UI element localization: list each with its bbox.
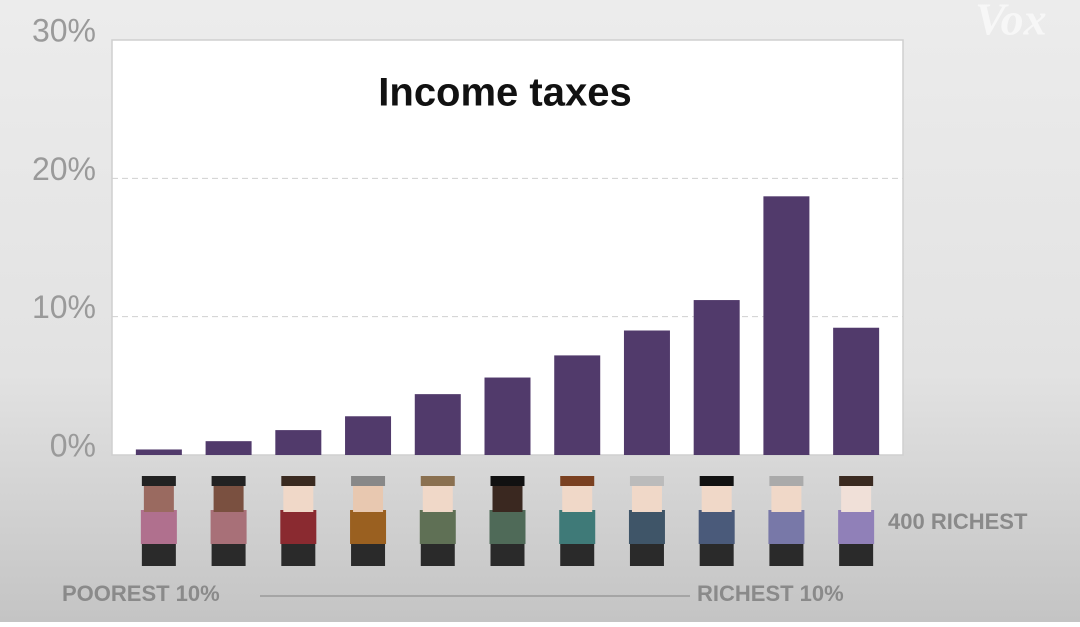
left-label: POOREST 10%	[62, 581, 220, 606]
figure-body	[628, 510, 665, 544]
bar	[345, 416, 392, 455]
figure-body	[140, 510, 177, 544]
bar	[205, 441, 252, 455]
bar	[414, 394, 461, 455]
figure-hair	[769, 476, 804, 486]
figure-hair	[839, 476, 874, 486]
right-label: RICHEST 10%	[697, 581, 844, 606]
figure-hair	[629, 476, 664, 486]
bar	[623, 330, 670, 455]
figure-legs	[211, 542, 246, 566]
figure-body	[768, 510, 805, 544]
figure-body	[280, 510, 317, 544]
figure-legs	[629, 542, 664, 566]
bar	[484, 377, 531, 455]
figure-head	[422, 482, 453, 512]
figure-legs	[490, 542, 525, 566]
figure-head	[492, 482, 523, 512]
figure-head	[771, 482, 802, 512]
bar	[763, 196, 810, 456]
chart-title: Income taxes	[378, 71, 631, 115]
bar	[693, 300, 740, 455]
figure-head	[562, 482, 593, 512]
figure-hair	[211, 476, 246, 486]
figure-hair	[141, 476, 176, 486]
figure-hair	[699, 476, 734, 486]
figure-head	[841, 482, 872, 512]
figure-head	[701, 482, 732, 512]
figure-hair	[351, 476, 386, 486]
figure-body	[419, 510, 456, 544]
figure-body	[210, 510, 247, 544]
figure-head	[283, 482, 314, 512]
figure-hair	[560, 476, 595, 486]
y-tick-label: 10%	[32, 289, 96, 325]
figure-head	[631, 482, 662, 512]
figure-head	[143, 482, 174, 512]
figure-legs	[351, 542, 386, 566]
figure-hair	[281, 476, 316, 486]
bar	[275, 430, 322, 455]
last-label: 400 RICHEST	[888, 509, 1028, 534]
bar	[554, 355, 601, 455]
figure-legs	[141, 542, 176, 566]
figure-legs	[420, 542, 455, 566]
figure-legs	[769, 542, 804, 566]
figure-legs	[699, 542, 734, 566]
figure-body	[559, 510, 596, 544]
y-tick-label: 20%	[32, 151, 96, 187]
figure-legs	[281, 542, 316, 566]
figure-legs	[560, 542, 595, 566]
bar	[135, 449, 182, 455]
figure-head	[353, 482, 384, 512]
logo: Vox	[975, 0, 1047, 45]
figure-hair	[490, 476, 525, 486]
figure-hair	[420, 476, 455, 486]
y-tick-label: 0%	[50, 427, 96, 463]
figure-body	[350, 510, 387, 544]
y-tick-label: 30%	[32, 12, 96, 48]
figure-body	[838, 510, 875, 544]
figure-body	[489, 510, 526, 544]
figure-legs	[839, 542, 874, 566]
bar	[833, 327, 880, 455]
figure-head	[213, 482, 244, 512]
figure-body	[698, 510, 735, 544]
